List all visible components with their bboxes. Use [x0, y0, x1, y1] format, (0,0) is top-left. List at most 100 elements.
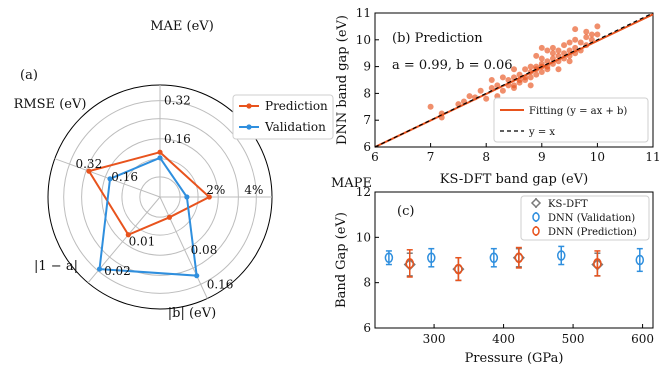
- scatter-point-67: [544, 47, 551, 54]
- radar-series-0-point-2: [166, 214, 173, 220]
- radar-legend-prediction-marker: [246, 103, 252, 109]
- radar-series-0-line: [87, 151, 212, 237]
- scatter-point-63: [511, 85, 517, 92]
- radar-tick-3-0: 0.01: [129, 235, 156, 249]
- scatter-point-39: [549, 50, 556, 57]
- errorbar-legend-box: [520, 195, 650, 241]
- errorbar-ytick-2: 10: [356, 230, 371, 244]
- radar-axis-label-0: MAE (eV): [150, 19, 214, 34]
- scatter-point-61: [549, 44, 556, 51]
- scatter-point-11: [499, 74, 506, 81]
- radar-tick-labels: 0.16 0.32 2% 4% 0.08 0.16 0.01 0.02 0.16 0.32: [75, 94, 263, 292]
- scatter-xtick-4: 10: [590, 150, 605, 164]
- scatter-point-25: [527, 74, 534, 81]
- scatter-point-59: [594, 23, 601, 30]
- scatter-y-label: DNN band gap (eV): [335, 15, 350, 145]
- radar-tick-1-1: 4%: [244, 183, 263, 197]
- scatter-point-68: [566, 58, 573, 65]
- scatter-point-62: [527, 82, 534, 89]
- errorbar-s1-p0-marker: [384, 252, 394, 263]
- scatter-point-58: [594, 31, 601, 38]
- scatter-identity-line: [374, 12, 654, 148]
- scatter-x-label: KS-DFT band gap (eV): [440, 172, 588, 187]
- errorbar-x-ticks: 300 400 500 600: [423, 324, 654, 346]
- scatter-point-65: [555, 66, 562, 73]
- errorbar-y-ticks: 6 8 10 12: [356, 185, 379, 335]
- scatter-point-57: [588, 31, 595, 38]
- scatter-xtick-0: 6: [371, 150, 379, 164]
- radar-series-1-line: [98, 156, 198, 277]
- radar-axis-label-2: |b| (eV): [168, 306, 216, 321]
- errorbar-xtick-0: 300: [423, 332, 446, 346]
- errorbar-points: [384, 245, 645, 282]
- errorbar-s2-p0-marker: [405, 258, 414, 269]
- errorbar-frame: [374, 191, 654, 329]
- scatter-chart: 6 7 8 9 10 11 6 7 8 9 10 11 (b) Prediction a = 0.9…: [335, 6, 661, 187]
- scatter-legend-fit: Fitting (y = ax + b): [529, 106, 627, 117]
- scatter-point-34: [544, 58, 551, 65]
- errorbar-legend-marker-2: [532, 226, 540, 236]
- scatter-point-52: [577, 39, 584, 46]
- scatter-point-69: [427, 103, 434, 110]
- radar-legend-validation-marker: [246, 124, 252, 130]
- scatter-point-56: [588, 36, 595, 43]
- scatter-point-23: [522, 77, 529, 83]
- scatter-point-48: [566, 39, 573, 46]
- radar-axis-label-4: RMSE (eV): [14, 97, 87, 112]
- radar-series-1-point-4: [107, 176, 113, 182]
- errorbar-xtick-3: 600: [631, 332, 654, 346]
- radar-series-0-point-1: [206, 194, 212, 200]
- scatter-point-64: [488, 77, 495, 83]
- errorbar-s1-p1-marker: [427, 252, 436, 263]
- scatter-point-12: [499, 87, 506, 94]
- scatter-point-70: [583, 28, 590, 35]
- radar-tick-0-1: 0.32: [164, 94, 191, 108]
- scatter-point-5: [477, 87, 484, 94]
- errorbar-s1-p2-marker: [489, 252, 499, 263]
- radar-axis-label-3: |1 − a|: [34, 259, 78, 274]
- scatter-x-ticks: 6 7 8 9 10 11: [371, 143, 661, 164]
- scatter-point-7: [483, 95, 490, 102]
- scatter-annotation: a = 0.99, b = 0.06: [392, 58, 513, 73]
- errorbar-s2-p1-marker: [454, 263, 463, 275]
- errorbar-legend-marker-0: [530, 197, 542, 209]
- scatter-xtick-5: 11: [645, 150, 660, 164]
- scatter-point-50: [572, 36, 579, 43]
- scatter-point-71: [538, 44, 545, 51]
- radar-series-1-point-2: [194, 273, 200, 279]
- scatter-ytick-4: 10: [356, 33, 371, 47]
- scatter-legend: Fitting (y = ax + b) y = x: [493, 97, 649, 143]
- errorbar-s1-p3-marker: [557, 250, 566, 261]
- radar-series-1-point-3: [96, 266, 103, 272]
- scatter-legend-box: [493, 97, 649, 143]
- radar-series-1-point-0: [157, 155, 163, 161]
- radar-grid: [47, 84, 273, 310]
- errorbar-s2-p3-marker: [593, 258, 602, 269]
- errorbar-ytick-3: 12: [356, 185, 371, 199]
- radar-series-1-point-1: [184, 194, 190, 200]
- errorbar-s2-p2-marker: [514, 252, 524, 263]
- scatter-point-41: [555, 47, 562, 54]
- radar-tick-0-0: 0.16: [164, 132, 191, 146]
- errorbar-x-label: Pressure (GPa): [465, 351, 564, 366]
- radar-tick-3-1: 0.02: [104, 264, 131, 278]
- scatter-panel-label: (b) Prediction: [392, 31, 483, 46]
- radar-tick-4-1: 0.32: [75, 157, 102, 171]
- scatter-point-32: [538, 55, 545, 62]
- radar-series-0-point-3: [125, 232, 131, 238]
- radar-series-0-point-4: [86, 168, 92, 174]
- radar-legend-validation: Validation: [264, 120, 326, 134]
- errorbar-xtick-1: 400: [492, 332, 515, 346]
- errorbar-xtick-2: 500: [562, 332, 585, 346]
- errorbar-legend-validation: DNN (Validation): [548, 213, 635, 224]
- radar-axis-labels: MAE (eV) MAPE |b| (eV) |1 − a| RMSE (eV): [14, 19, 372, 321]
- radar-series: [86, 149, 212, 279]
- radar-tick-2-1: 0.16: [207, 277, 234, 291]
- scatter-point-26: [527, 63, 534, 70]
- radar-series-0-point-0: [157, 149, 163, 155]
- errorbar-legend-prediction: DNN (Prediction): [548, 227, 637, 238]
- scatter-point-45: [561, 42, 568, 49]
- radar-spoke-4: [54, 158, 161, 198]
- scatter-xtick-1: 7: [427, 150, 435, 164]
